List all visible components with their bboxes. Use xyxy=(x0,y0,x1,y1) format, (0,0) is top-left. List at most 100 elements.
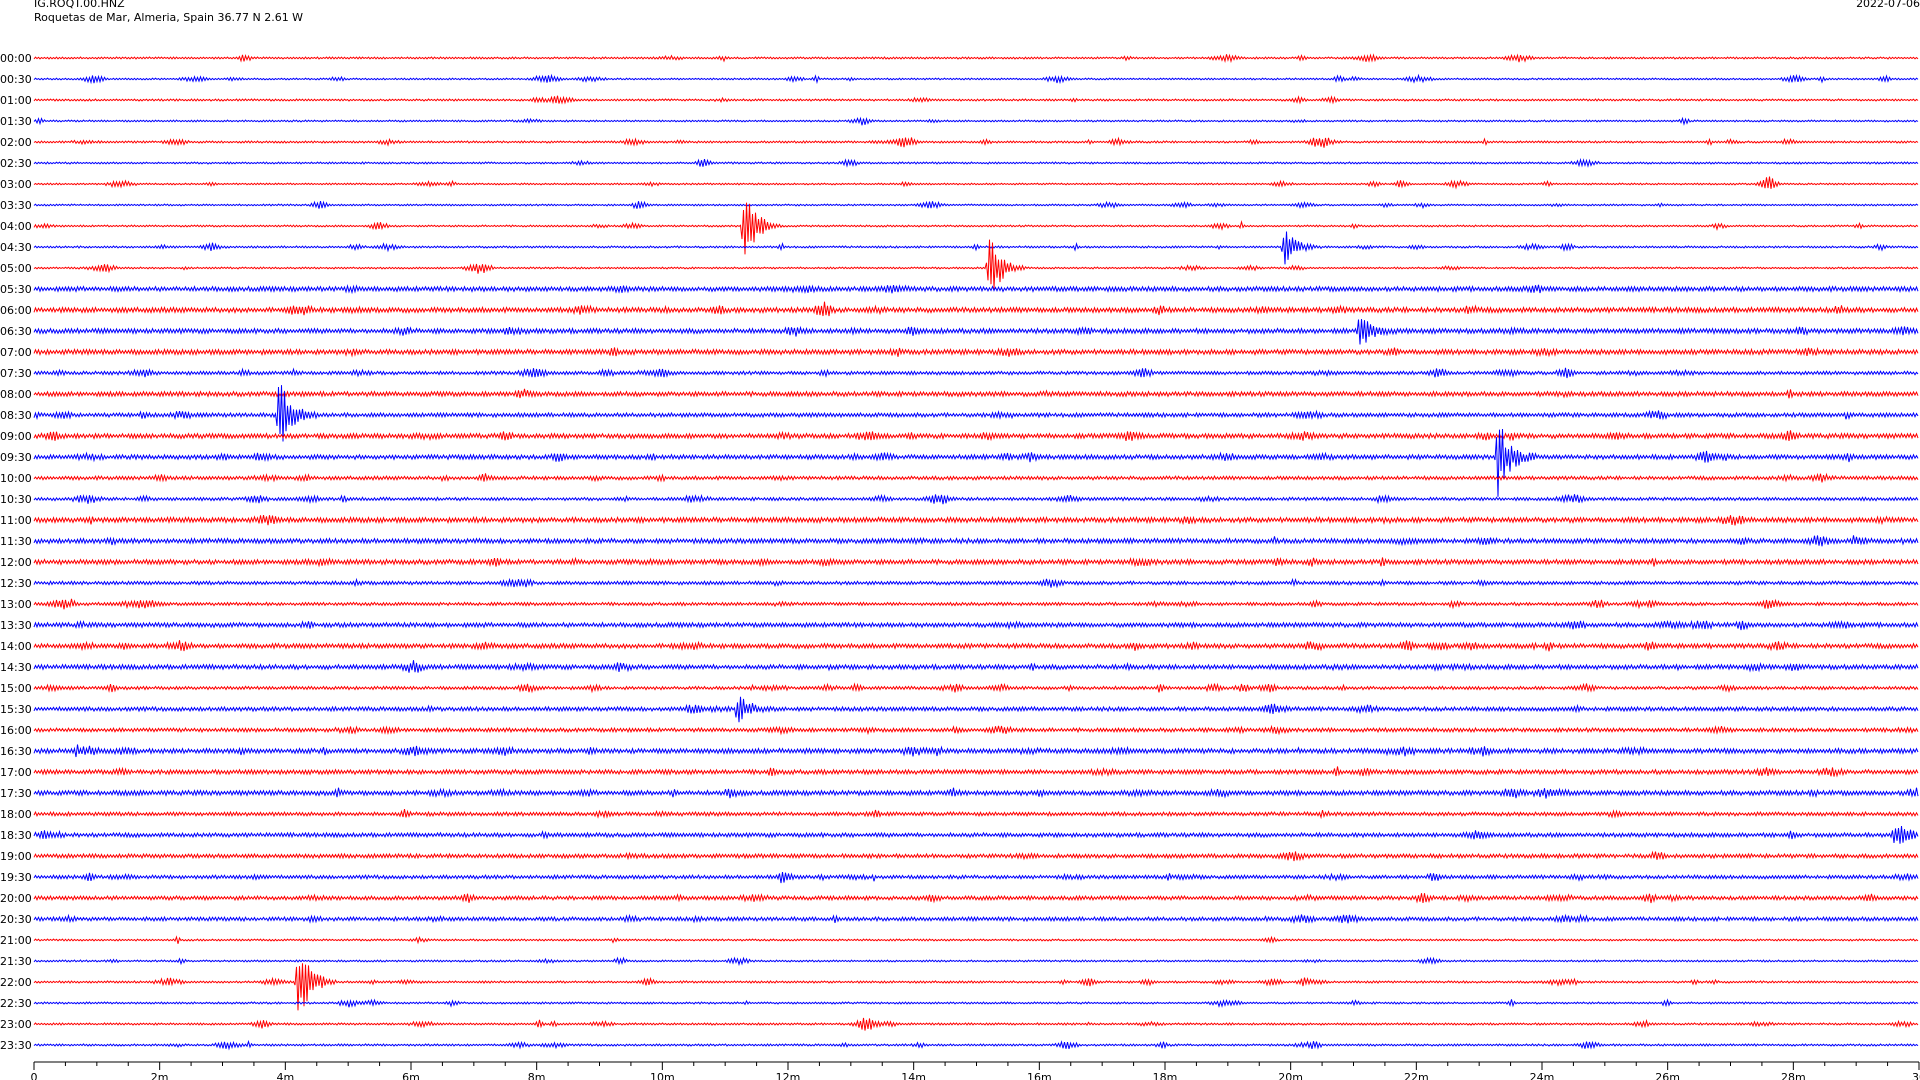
x-tick-label: 2m xyxy=(151,1071,169,1080)
x-tick-label: 30 xyxy=(1912,1071,1920,1080)
trace-line xyxy=(33,515,1919,526)
row-label: 15:30 xyxy=(0,703,32,716)
row-label: 13:00 xyxy=(0,598,32,611)
row-label: 06:30 xyxy=(0,325,32,338)
trace-line xyxy=(33,430,1919,442)
trace-line xyxy=(33,157,1919,168)
trace-line xyxy=(33,619,1919,631)
trace-line xyxy=(33,472,1919,483)
trace-line xyxy=(33,493,1919,505)
trace-line xyxy=(33,1017,1919,1031)
trace-line xyxy=(33,95,1919,105)
trace-line xyxy=(33,809,1919,820)
trace-line xyxy=(33,319,1919,345)
row-label: 04:00 xyxy=(0,220,32,233)
x-tick-label: 10m xyxy=(650,1071,675,1080)
row-label: 18:00 xyxy=(0,808,32,821)
trace-line xyxy=(33,556,1919,568)
trace-line xyxy=(33,231,1919,265)
station-code: IG.ROQT.00.HNZ xyxy=(34,0,125,10)
row-label: 17:30 xyxy=(0,787,32,800)
row-label: 09:30 xyxy=(0,451,32,464)
trace-line xyxy=(33,825,1919,844)
row-label: 22:00 xyxy=(0,976,32,989)
trace-line xyxy=(33,998,1919,1008)
trace-line xyxy=(33,385,1919,442)
trace-line xyxy=(33,913,1919,925)
trace-line xyxy=(33,301,1919,317)
row-label: 01:30 xyxy=(0,115,32,128)
row-label: 11:30 xyxy=(0,535,32,548)
row-label: 16:00 xyxy=(0,724,32,737)
row-label: 23:00 xyxy=(0,1018,32,1031)
x-tick-label: 28m xyxy=(1781,1071,1806,1080)
row-label: 22:30 xyxy=(0,997,32,1010)
trace-line xyxy=(33,893,1919,904)
trace-line xyxy=(33,744,1919,758)
row-label: 02:00 xyxy=(0,136,32,149)
row-label: 07:00 xyxy=(0,346,32,359)
station-location: Roquetas de Mar, Almeria, Spain 36.77 N … xyxy=(34,11,304,24)
trace-line xyxy=(33,136,1919,148)
row-label: 16:30 xyxy=(0,745,32,758)
row-label: 09:00 xyxy=(0,430,32,443)
row-label: 20:00 xyxy=(0,892,32,905)
row-label: 05:30 xyxy=(0,283,32,296)
row-label: 06:00 xyxy=(0,304,32,317)
trace-line xyxy=(33,724,1919,736)
row-label: 14:00 xyxy=(0,640,32,653)
trace-line xyxy=(33,640,1919,652)
trace-line xyxy=(33,428,1919,497)
trace-line xyxy=(33,956,1919,967)
x-tick-label: 6m xyxy=(402,1071,420,1080)
x-tick-label: 12m xyxy=(776,1071,801,1080)
trace-line xyxy=(33,577,1919,589)
trace-line xyxy=(33,682,1919,694)
trace-line xyxy=(33,73,1919,85)
trace-line xyxy=(33,367,1919,379)
trace-line xyxy=(33,202,1919,255)
x-tick-label: 20m xyxy=(1278,1071,1303,1080)
row-label: 12:00 xyxy=(0,556,32,569)
x-tick-label: 16m xyxy=(1027,1071,1052,1080)
trace-line xyxy=(33,176,1919,190)
row-label: 02:30 xyxy=(0,157,32,170)
trace-line xyxy=(33,935,1919,945)
trace-line xyxy=(33,1039,1919,1051)
row-label: 08:30 xyxy=(0,409,32,422)
row-label: 15:00 xyxy=(0,682,32,695)
row-label: 12:30 xyxy=(0,577,32,590)
row-label: 17:00 xyxy=(0,766,32,779)
x-tick-label: 4m xyxy=(276,1071,294,1080)
trace-line xyxy=(33,200,1919,210)
row-label: 07:30 xyxy=(0,367,32,380)
trace-line xyxy=(33,963,1919,1011)
trace-line xyxy=(33,872,1919,884)
trace-line xyxy=(33,346,1919,358)
x-tick-label: 18m xyxy=(1153,1071,1178,1080)
trace-line xyxy=(33,598,1919,610)
trace-line xyxy=(33,787,1919,799)
x-tick-label: 14m xyxy=(901,1071,926,1080)
row-label: 19:00 xyxy=(0,850,32,863)
row-label: 13:30 xyxy=(0,619,32,632)
plot-date: 2022-07-06 xyxy=(1856,0,1920,10)
x-tick-label: 8m xyxy=(528,1071,546,1080)
trace-line xyxy=(33,53,1919,64)
x-tick-label: 26m xyxy=(1655,1071,1680,1080)
row-label: 10:30 xyxy=(0,493,32,506)
trace-line xyxy=(33,116,1919,126)
trace-line xyxy=(33,696,1919,723)
row-label: 18:30 xyxy=(0,829,32,842)
row-label: 05:00 xyxy=(0,262,32,275)
row-label: 03:30 xyxy=(0,199,32,212)
row-label: 11:00 xyxy=(0,514,32,527)
trace-line xyxy=(33,239,1919,289)
row-label: 10:00 xyxy=(0,472,32,485)
trace-line xyxy=(33,284,1919,295)
x-tick-label: 24m xyxy=(1530,1071,1555,1080)
row-label: 20:30 xyxy=(0,913,32,926)
row-label: 03:00 xyxy=(0,178,32,191)
row-label: 08:00 xyxy=(0,388,32,401)
